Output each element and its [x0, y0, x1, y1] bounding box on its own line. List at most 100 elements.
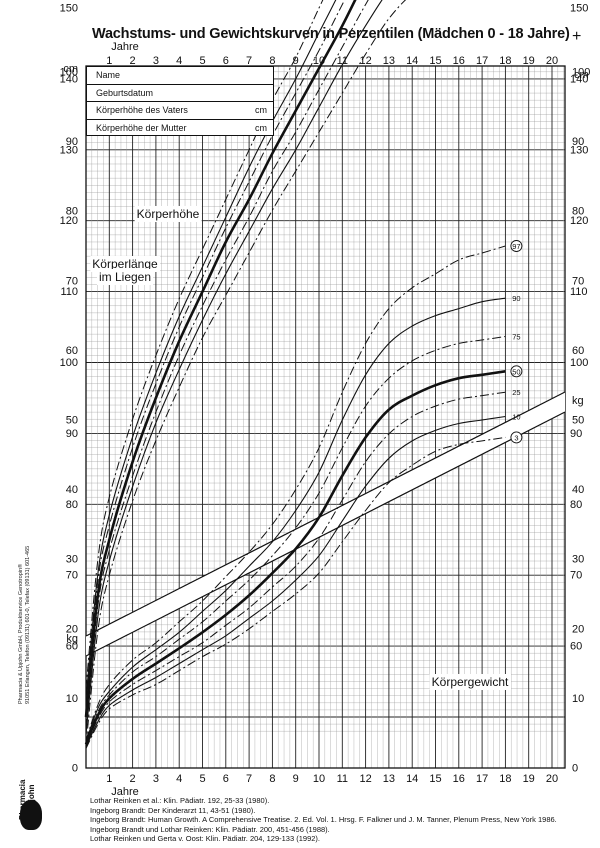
year-tick-label-top: 17 [476, 55, 488, 67]
weight-percentile-97-marker [510, 240, 523, 252]
weight-tick-label-right: 30 [572, 554, 584, 566]
year-tick-label-bottom: 5 [199, 773, 205, 785]
patient-form: Name Geburtsdatum Körperhöhe des Vaters … [86, 66, 274, 136]
weight-percentile-90-line [85, 297, 506, 742]
height-axis-unit-right: cm [574, 69, 589, 81]
year-axis-label-top: Jahre [111, 41, 139, 53]
year-tick-label-bottom: 4 [176, 773, 182, 785]
weight-percentile-75-line [85, 336, 506, 744]
publisher-line: Pharmacia & Upjohn GmbH, Produktservice … [18, 563, 24, 704]
weight-percentile-10-label: 10 [512, 413, 520, 422]
form-unit: cm [255, 105, 267, 115]
height-tick-label-left: 110 [60, 286, 78, 298]
height-tick-label-right: 90 [570, 428, 582, 440]
form-label: Körperhöhe der Mutter [96, 122, 187, 133]
year-tick-label-top: 11 [337, 55, 348, 67]
height-tick-label-right: 130 [570, 144, 588, 156]
weight-tick-label-right: 40 [572, 484, 584, 496]
height-tick-label-left: 60 [66, 641, 78, 653]
weight-tick-label-right: 70 [572, 275, 584, 287]
weight-tick-label-right: 80 [572, 206, 584, 218]
weight-tick-label-left: 80 [66, 206, 78, 218]
height-tick-label-right: 70 [570, 570, 582, 582]
length-region-label-2: im Liegen [99, 270, 151, 284]
year-tick-label-bottom: 18 [499, 773, 511, 785]
separator-line-upper [85, 391, 566, 637]
year-tick-label-bottom: 17 [476, 773, 488, 785]
reference-line: Lothar Reinken et al.: Klin. Pädiatr. 19… [90, 796, 270, 805]
weight-percentile-10-line [85, 415, 506, 748]
weight-percentile-50-marker [510, 365, 523, 378]
year-tick-label-top: 2 [130, 55, 136, 67]
weight-tick-label-right: 50 [572, 415, 584, 427]
height-tick-label-left: 120 [60, 215, 78, 227]
year-tick-label-top: 1 [106, 55, 112, 67]
weight-tick-label-right: 20 [572, 623, 584, 635]
weight-tick-label-left: 50 [66, 415, 78, 427]
weight-axis-unit-right: kg [572, 395, 584, 407]
height-percentile-50-line [84, 0, 357, 718]
weight-percentile-50-label: 50 [512, 367, 520, 376]
form-row-name[interactable]: Name [87, 67, 273, 85]
year-tick-label-bottom: 14 [406, 773, 418, 785]
weight-tick-label-left: 20 [66, 623, 78, 635]
height-tick-label-left: 70 [66, 570, 78, 582]
year-tick-label-top: 9 [293, 55, 299, 67]
year-tick-label-top: 6 [223, 55, 229, 67]
year-tick-label-bottom: 10 [313, 773, 325, 785]
weight-tick-label-right: 100 [572, 67, 590, 79]
height-tick-label-left: 100 [60, 357, 78, 369]
weight-tick-label-right: 60 [572, 345, 584, 357]
year-tick-label-bottom: 15 [429, 773, 441, 785]
year-tick-label-top: 14 [406, 55, 418, 67]
year-tick-label-bottom: 16 [453, 773, 465, 785]
year-tick-label-bottom: 11 [337, 773, 348, 785]
weight-percentile-3-label: 3 [514, 433, 518, 442]
form-row-mother-height[interactable]: Körperhöhe der Mutter cm [87, 120, 273, 137]
reference-line: Ingeborg Brandt: Der Kinderarzt 11, 43-5… [90, 805, 256, 815]
height-tick-label-right: 80 [570, 499, 582, 511]
height-tick-label-left: 140 [60, 73, 78, 85]
height-region-label: Körperhöhe [137, 207, 200, 221]
weight-percentile-3-line [85, 436, 506, 749]
year-tick-label-top: 3 [153, 55, 159, 67]
height-tick-label-right: 120 [570, 215, 588, 227]
year-tick-label-bottom: 8 [269, 773, 275, 785]
form-row-birthdate[interactable]: Geburtsdatum [87, 85, 273, 102]
references: Lothar Reinken et al.: Klin. Pädiatr. 19… [90, 796, 557, 844]
weight-tick-label-left: 90 [66, 136, 78, 148]
height-tick-label-left: 80 [66, 499, 78, 511]
form-label: Geburtsdatum [96, 87, 154, 98]
separator-band [86, 392, 565, 656]
weight-percentile-75-label: 75 [512, 332, 520, 341]
form-unit: cm [255, 122, 267, 133]
height-percentile-75-line [85, 0, 346, 707]
form-row-father-height[interactable]: Körperhöhe des Vaters cm [87, 102, 273, 120]
height-tick-label-right: 100 [570, 357, 588, 369]
year-tick-label-bottom: 3 [153, 773, 159, 785]
weight-tick-label-right: 90 [572, 136, 584, 148]
year-tick-label-bottom: 13 [383, 773, 395, 785]
year-tick-label-bottom: 6 [223, 773, 229, 785]
height-percentile-25-line [85, 0, 369, 728]
separator-line-lower [85, 411, 566, 657]
weight-tick-label-right: 0 [572, 763, 578, 775]
label-backdrop [134, 206, 202, 222]
page-title: Wachstums- und Gewichtskurven in Perzent… [92, 26, 570, 42]
weight-percentile-90-label: 90 [512, 294, 520, 303]
year-tick-label-top: 7 [246, 55, 252, 67]
brand-logo-icon [20, 800, 42, 830]
year-axis-label-bottom: Jahre [111, 786, 139, 798]
weight-tick-label-left: 0 [72, 763, 78, 775]
year-tick-label-top: 19 [523, 55, 535, 67]
weight-region-label: Körpergewicht [432, 675, 509, 689]
year-tick-label-top: 5 [199, 55, 205, 67]
plot-frame [85, 65, 566, 769]
weight-percentile-3-marker [510, 431, 523, 444]
height-tick-label-right: 140 [570, 73, 588, 85]
year-tick-label-top: 13 [383, 55, 395, 67]
year-tick-label-bottom: 2 [130, 773, 136, 785]
label-backdrop [96, 269, 154, 285]
reference-line: Ingeborg Brandt: Human Growth. A Compreh… [90, 815, 557, 824]
label-backdrop [429, 674, 512, 690]
